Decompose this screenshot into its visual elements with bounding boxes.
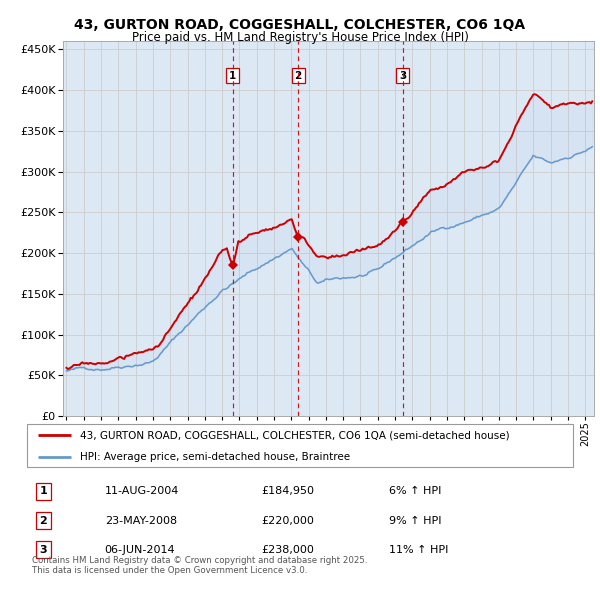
- Text: 9% ↑ HPI: 9% ↑ HPI: [389, 516, 442, 526]
- Text: 6% ↑ HPI: 6% ↑ HPI: [389, 486, 442, 496]
- Text: £238,000: £238,000: [261, 545, 314, 555]
- Text: HPI: Average price, semi-detached house, Braintree: HPI: Average price, semi-detached house,…: [80, 453, 350, 462]
- Text: 1: 1: [40, 486, 47, 496]
- Text: 23-MAY-2008: 23-MAY-2008: [105, 516, 177, 526]
- FancyBboxPatch shape: [26, 424, 574, 467]
- Text: 2: 2: [295, 71, 302, 80]
- Text: 2: 2: [40, 516, 47, 526]
- Text: £220,000: £220,000: [261, 516, 314, 526]
- Text: 11% ↑ HPI: 11% ↑ HPI: [389, 545, 449, 555]
- Text: Contains HM Land Registry data © Crown copyright and database right 2025.
This d: Contains HM Land Registry data © Crown c…: [32, 556, 368, 575]
- Text: £184,950: £184,950: [261, 486, 314, 496]
- Text: 11-AUG-2004: 11-AUG-2004: [105, 486, 179, 496]
- Text: 3: 3: [40, 545, 47, 555]
- Text: 06-JUN-2014: 06-JUN-2014: [105, 545, 175, 555]
- Text: 1: 1: [229, 71, 236, 80]
- Text: 43, GURTON ROAD, COGGESHALL, COLCHESTER, CO6 1QA (semi-detached house): 43, GURTON ROAD, COGGESHALL, COLCHESTER,…: [80, 430, 509, 440]
- Text: 3: 3: [399, 71, 406, 80]
- Text: Price paid vs. HM Land Registry's House Price Index (HPI): Price paid vs. HM Land Registry's House …: [131, 31, 469, 44]
- Text: 43, GURTON ROAD, COGGESHALL, COLCHESTER, CO6 1QA: 43, GURTON ROAD, COGGESHALL, COLCHESTER,…: [74, 18, 526, 32]
